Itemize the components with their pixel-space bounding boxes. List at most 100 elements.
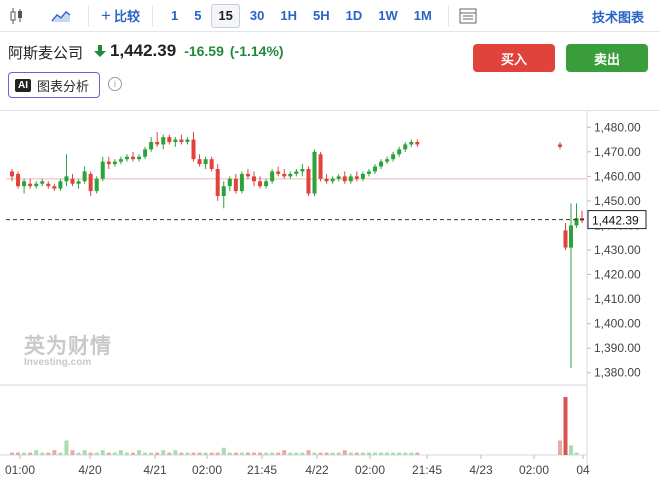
candle-body bbox=[294, 171, 299, 174]
x-tick-label: 02:00 bbox=[355, 463, 385, 477]
volume-bar bbox=[40, 452, 45, 455]
volume-bar bbox=[258, 452, 263, 455]
y-tick-label: 1,380.00 bbox=[594, 366, 641, 380]
volume-bar bbox=[409, 452, 414, 455]
interval-1d[interactable]: 1D bbox=[345, 8, 363, 23]
volume-bar bbox=[143, 452, 148, 455]
interval-selector: 1 5 15 30 1H 5H 1D 1W 1M bbox=[165, 3, 438, 28]
volume-bar bbox=[318, 452, 323, 455]
x-tick-label: 4/21 bbox=[143, 463, 167, 477]
volume-bar bbox=[137, 450, 142, 455]
interval-15[interactable]: 15 bbox=[211, 3, 240, 28]
candle-body bbox=[16, 173, 21, 187]
x-tick-label: 4/23 bbox=[469, 463, 493, 477]
candle-body bbox=[558, 144, 562, 147]
candlestick-chart[interactable]: 1,480.001,470.001,460.001,450.001,440.00… bbox=[0, 111, 660, 484]
interval-30[interactable]: 30 bbox=[249, 8, 265, 23]
stock-name: 阿斯麦公司 bbox=[8, 45, 84, 62]
candle-body bbox=[191, 139, 196, 160]
volume-bar bbox=[239, 452, 244, 455]
volume-bar bbox=[76, 452, 81, 455]
volume-bar bbox=[276, 452, 281, 455]
candle-body bbox=[276, 171, 281, 174]
candle-body bbox=[252, 176, 256, 182]
buy-button[interactable]: 买入 bbox=[473, 44, 555, 72]
volume-bar bbox=[574, 452, 579, 455]
candle-body bbox=[149, 142, 154, 150]
y-tick-label: 1,450.00 bbox=[594, 194, 641, 208]
price-change-pct: (-1.14%) bbox=[229, 43, 284, 59]
interval-1h[interactable]: 1H bbox=[280, 8, 297, 23]
volume-bar bbox=[558, 440, 562, 455]
candlestick-icon[interactable] bbox=[4, 4, 30, 28]
volume-bar bbox=[227, 452, 232, 455]
interval-1w[interactable]: 1W bbox=[378, 8, 398, 23]
candle-body bbox=[415, 142, 420, 145]
volume-bar bbox=[354, 452, 359, 455]
candle-body bbox=[336, 176, 341, 179]
volume-bar bbox=[82, 450, 87, 455]
area-chart-icon[interactable] bbox=[48, 4, 74, 28]
watermark-en: Investing.com bbox=[24, 357, 92, 368]
info-icon[interactable]: i bbox=[108, 77, 122, 91]
price-row: 1,442.39 -16.59 (-1.14%) bbox=[94, 41, 284, 61]
volume-bar bbox=[563, 397, 568, 455]
watermark: 英为财情 Investing.com bbox=[24, 330, 112, 368]
tech-chart-button[interactable]: 技术图表 bbox=[592, 0, 644, 32]
candle-body bbox=[10, 171, 14, 177]
volume-bar bbox=[22, 452, 27, 455]
candle-body bbox=[143, 149, 148, 157]
interval-5h[interactable]: 5H bbox=[312, 8, 330, 23]
candle-body bbox=[88, 173, 93, 192]
interval-1[interactable]: 1 bbox=[170, 8, 179, 23]
candle-body bbox=[563, 230, 568, 248]
candle-body bbox=[40, 181, 45, 184]
x-tick-label: 04 bbox=[576, 463, 590, 477]
ai-badge: AI bbox=[15, 78, 31, 92]
volume-bar bbox=[233, 452, 238, 455]
last-price: 1,442.39 bbox=[110, 41, 177, 60]
volume-bar bbox=[191, 452, 196, 455]
chart-toolbar: + 比较 1 5 15 30 1H 5H 1D 1W 1M 技术图表 bbox=[0, 0, 660, 32]
candle-body bbox=[197, 159, 202, 165]
volume-bar bbox=[342, 450, 347, 455]
volume-bar bbox=[131, 452, 135, 455]
volume-bar bbox=[209, 452, 214, 455]
price-change: -16.59 bbox=[184, 43, 224, 59]
sell-button[interactable]: 卖出 bbox=[566, 44, 648, 72]
candle-body bbox=[221, 186, 226, 196]
x-tick-label: 21:45 bbox=[247, 463, 277, 477]
volume-bar bbox=[312, 452, 317, 455]
volume-bar bbox=[173, 450, 178, 455]
compare-label: 比较 bbox=[113, 9, 140, 24]
volume-bar bbox=[415, 452, 420, 455]
compare-button[interactable]: + 比较 bbox=[95, 4, 146, 28]
candle-body bbox=[52, 186, 57, 189]
candle-body bbox=[318, 154, 323, 179]
candle-body bbox=[264, 181, 269, 187]
volume-bar bbox=[106, 452, 111, 455]
candle-body bbox=[185, 139, 190, 142]
candle-body bbox=[233, 178, 238, 192]
layout-icon[interactable] bbox=[455, 4, 481, 28]
candle-body bbox=[112, 161, 117, 165]
y-tick-label: 1,460.00 bbox=[594, 169, 641, 183]
volume-bar bbox=[215, 452, 220, 455]
candle-body bbox=[215, 169, 220, 196]
candle-body bbox=[373, 166, 377, 172]
candle-body bbox=[209, 159, 214, 169]
volume-bar bbox=[28, 452, 33, 455]
volume-bar bbox=[379, 452, 384, 455]
candle-body bbox=[312, 151, 317, 194]
candle-body bbox=[118, 159, 123, 162]
interval-1m[interactable]: 1M bbox=[413, 8, 432, 23]
interval-5[interactable]: 5 bbox=[194, 8, 202, 23]
ai-chart-analysis-button[interactable]: AI 图表分析 bbox=[8, 72, 100, 98]
y-tick-label: 1,410.00 bbox=[594, 292, 641, 306]
candle-body bbox=[58, 181, 63, 189]
candle-body bbox=[173, 139, 178, 142]
candle-body bbox=[94, 178, 99, 192]
volume-bar bbox=[94, 452, 99, 455]
candle-body bbox=[70, 178, 75, 184]
volume-bar bbox=[46, 452, 51, 455]
